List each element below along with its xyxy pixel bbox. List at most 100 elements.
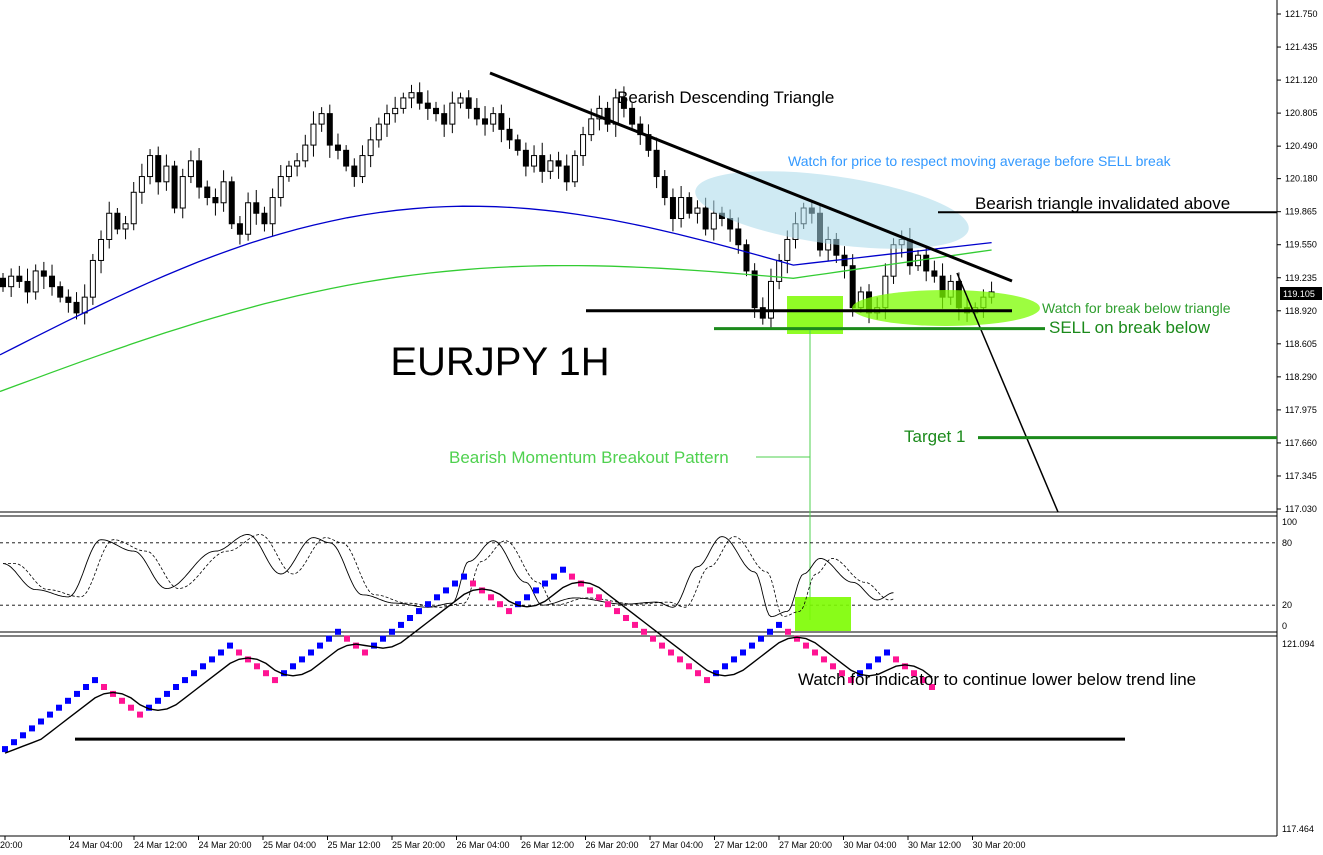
bull-candle	[89, 259, 96, 298]
indicator-down-box	[803, 642, 809, 649]
indicator-down-box	[587, 587, 593, 594]
indicator-down-box	[506, 608, 512, 615]
indicator-down-box	[263, 670, 269, 677]
bull-candle	[890, 244, 897, 277]
indicator-layer	[2, 566, 1125, 754]
indicator-down-box	[794, 635, 800, 642]
indicator-down-box	[821, 656, 827, 663]
indicator-down-box	[623, 615, 629, 621]
bear-candle	[849, 265, 856, 309]
indicator-up-box	[776, 621, 782, 628]
bear-candle	[171, 165, 178, 209]
bear-candle	[236, 223, 243, 235]
bull-candle	[588, 118, 595, 136]
indicator-up-box	[524, 594, 530, 601]
current-price-box	[1280, 287, 1322, 300]
indicator-up-box	[542, 580, 548, 587]
bear-candle	[416, 92, 423, 104]
indicator-down-box	[605, 601, 611, 608]
bull-candle	[81, 296, 88, 314]
bear-candle	[65, 296, 72, 303]
stochastic-signal-line	[3, 534, 894, 618]
indicator-down-box	[785, 628, 791, 635]
indicator-up-box	[218, 649, 224, 656]
indicator-down-box	[119, 697, 125, 704]
indicator-down-box	[659, 642, 665, 649]
bull-candle	[710, 212, 717, 230]
indicator-up-box	[452, 580, 458, 587]
indicator-down-box	[497, 601, 503, 608]
indicator-down-box	[902, 663, 908, 670]
price-tick-label: 118.920	[1285, 306, 1317, 316]
bear-candle	[629, 107, 636, 125]
indicator-down-box	[812, 649, 818, 656]
stochastic-tick-label: 80	[1282, 538, 1292, 548]
bull-candle	[122, 223, 129, 230]
bear-candle	[669, 197, 676, 220]
bull-candle	[580, 134, 587, 157]
indicator-up-box	[56, 704, 62, 711]
indicator-up-box	[209, 656, 215, 663]
indicator-down-box	[650, 635, 656, 642]
indicator-down-box	[272, 677, 278, 684]
indicator-up-box	[515, 601, 521, 608]
indicator-up-box	[65, 697, 71, 704]
bear-candle	[686, 197, 693, 214]
price-tick-label: 121.120	[1285, 75, 1318, 85]
bear-candle	[204, 186, 211, 199]
indicator-up-box	[317, 642, 323, 649]
indicator-up-box	[11, 739, 17, 746]
bear-candle	[253, 202, 260, 214]
indicator-up-box	[749, 642, 755, 649]
bull-candle	[277, 176, 284, 199]
bull-candle	[457, 97, 464, 104]
indicator-up-box	[47, 711, 53, 718]
indicator-down-box	[848, 677, 854, 684]
bull-candle	[163, 165, 170, 183]
indicator-up-box	[533, 587, 539, 594]
stochastic-tick-label: 100	[1282, 517, 1297, 527]
bull-candle	[318, 113, 325, 125]
triangle-label: Bearish Descending Triangle	[617, 88, 834, 107]
indicator-down-box	[677, 656, 683, 663]
axis-layer: 121.750 121.435 121.120 120.805 120.490 120.1…	[0, 9, 1318, 850]
bear-candle	[637, 123, 644, 136]
bear-candle	[465, 97, 472, 109]
indicator-up-box	[290, 663, 296, 670]
bear-candle	[196, 160, 203, 188]
bear-candle	[57, 286, 64, 298]
bear-candle	[743, 244, 750, 272]
indicator-up-box	[2, 746, 8, 753]
bull-candle	[596, 107, 603, 120]
bear-candle	[555, 160, 562, 167]
indicator-up-box	[335, 628, 341, 635]
date-tick-label: 26 Mar 04:00	[457, 840, 510, 850]
indicator-up-box	[371, 642, 377, 649]
bull-candle	[392, 107, 399, 115]
bull-candle	[490, 113, 497, 125]
bear-candle	[73, 301, 80, 314]
bear-candle	[482, 118, 489, 125]
indicator-up-box	[434, 594, 440, 601]
indicator-down-box	[569, 573, 575, 580]
bull-candle	[375, 123, 382, 141]
bear-candle	[155, 155, 162, 183]
bear-candle	[841, 254, 848, 267]
indicator-up-box	[380, 635, 386, 642]
date-tick-label: 27 Mar 20:00	[779, 840, 832, 850]
bull-candle	[408, 92, 415, 99]
indicator-down-box	[704, 677, 710, 684]
stochastic-tick-label: 0	[1282, 621, 1287, 631]
bear-candle	[24, 280, 31, 293]
bull-candle	[147, 155, 154, 178]
indicator-up-box	[20, 732, 26, 739]
indicator-up-box	[407, 615, 413, 621]
date-tick-label: 30 Mar 20:00	[973, 840, 1026, 850]
date-tick-label: 25 Mar 20:00	[392, 840, 445, 850]
bull-candle	[98, 238, 105, 261]
bear-candle	[759, 307, 766, 319]
bear-candle	[0, 277, 6, 288]
bear-candle	[473, 107, 480, 120]
indicator-down-box	[632, 621, 638, 628]
